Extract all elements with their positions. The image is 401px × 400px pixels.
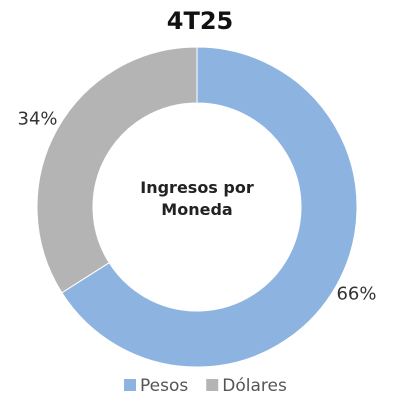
- data-label: 66%: [336, 284, 376, 305]
- data-label: 34%: [18, 108, 58, 129]
- legend-label: Pesos: [140, 376, 188, 396]
- legend-label: Dólares: [222, 376, 287, 396]
- chart-title: 4T25: [167, 7, 233, 35]
- legend-swatch: [124, 379, 136, 391]
- donut-slice: [61, 46, 358, 368]
- donut-slice: [36, 46, 198, 294]
- legend-swatch: [206, 379, 219, 391]
- center-label: Ingresos por Moneda: [140, 178, 254, 219]
